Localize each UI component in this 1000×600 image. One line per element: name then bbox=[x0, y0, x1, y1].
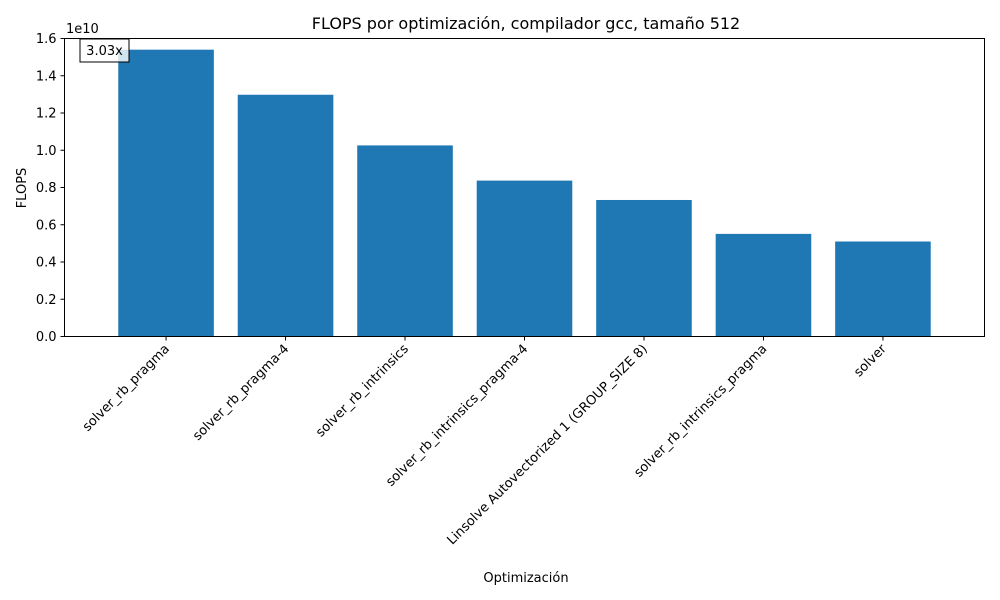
bar-5 bbox=[596, 199, 692, 337]
annotation-label: 3.03x bbox=[86, 44, 123, 59]
y-tick-label: 0.2 bbox=[36, 293, 57, 308]
bar-1 bbox=[118, 49, 214, 337]
annotation-box bbox=[79, 38, 130, 63]
x-axis-ticks: solver_rb_pragma solver_rb_pragma-4 solver… bbox=[80, 336, 890, 548]
y-tick-label: 1.6 bbox=[36, 32, 57, 47]
x-tick-label: solver_rb_pragma-4 bbox=[190, 342, 292, 444]
y-tick-label: 0.8 bbox=[36, 181, 57, 196]
y-tick-label: 1.0 bbox=[36, 144, 57, 159]
bar-3 bbox=[357, 145, 453, 337]
y-tick-label: 0.0 bbox=[36, 330, 57, 345]
y-axis-ticks: 0.0 0.2 0.4 0.6 0.8 1.0 1.2 1.4 1.6 bbox=[36, 32, 65, 345]
bar-6 bbox=[715, 233, 812, 337]
y-tick-label: 1.4 bbox=[36, 69, 57, 84]
y-tick-label: 0.4 bbox=[36, 256, 57, 271]
x-tick-label: solver_rb_intrinsics_pragma-4 bbox=[383, 342, 531, 490]
x-axis-label: Optimización bbox=[483, 571, 568, 586]
y-axis-multiplier: 1e10 bbox=[66, 22, 99, 37]
x-tick-label: solver bbox=[851, 341, 890, 380]
chart-title: FLOPS por optimización, compilador gcc, … bbox=[312, 14, 740, 33]
bar-4 bbox=[476, 180, 573, 337]
x-tick-label: solver_rb_intrinsics bbox=[313, 342, 412, 441]
bar-7 bbox=[835, 241, 931, 337]
y-tick-label: 0.6 bbox=[36, 218, 57, 233]
x-tick-label: Linsolve Autovectorized 1 (GROUP_SIZE 8) bbox=[444, 342, 650, 548]
bar-2 bbox=[237, 94, 334, 337]
y-tick-label: 1.2 bbox=[36, 107, 57, 122]
x-tick-label: solver_rb_pragma bbox=[80, 342, 173, 435]
plot-frame bbox=[64, 38, 985, 337]
y-axis-label: FLOPS bbox=[15, 168, 30, 209]
x-tick-label: solver_rb_intrinsics_pragma bbox=[631, 342, 770, 481]
bars-group bbox=[118, 49, 931, 337]
speedup-annotation: 3.03x bbox=[79, 38, 130, 63]
